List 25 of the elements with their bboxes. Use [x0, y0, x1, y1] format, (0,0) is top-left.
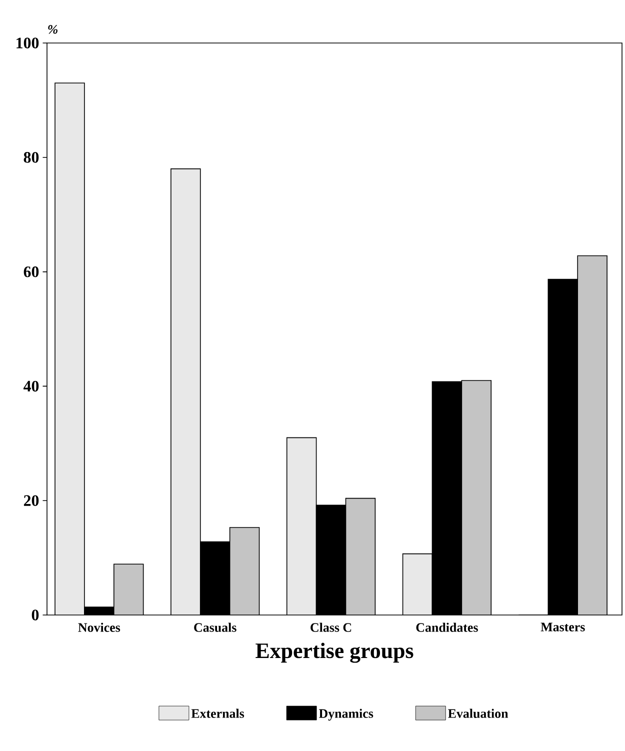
y-tick-label: 40 [24, 380, 39, 392]
y-axis-title: % [48, 24, 58, 34]
legend-label: Dynamics [318, 708, 374, 721]
y-tick-label: 20 [24, 495, 39, 506]
y-tick-label: 60 [24, 266, 39, 278]
bar [170, 168, 200, 615]
bar [230, 527, 260, 615]
x-tick-label: Novices [78, 622, 120, 632]
y-tick-label: 0 [32, 610, 39, 620]
x-tick-label: Casuals [194, 622, 236, 632]
bar [114, 564, 144, 615]
x-tick-label: Class C [310, 622, 352, 632]
bar [402, 554, 432, 615]
y-tick-label: 100 [16, 38, 39, 48]
bar [286, 438, 316, 615]
x-axis-title: Expertise groups [256, 642, 414, 663]
bar [577, 255, 608, 615]
x-tick-label: Candidates [416, 622, 478, 632]
bar [462, 380, 492, 615]
x-tick-label: Masters [540, 622, 585, 632]
bar [55, 83, 84, 615]
y-tick-label: 80 [24, 152, 39, 163]
legend-label: Externals [191, 708, 244, 718]
legend-label: Evaluation [448, 708, 508, 718]
bar [346, 498, 376, 615]
